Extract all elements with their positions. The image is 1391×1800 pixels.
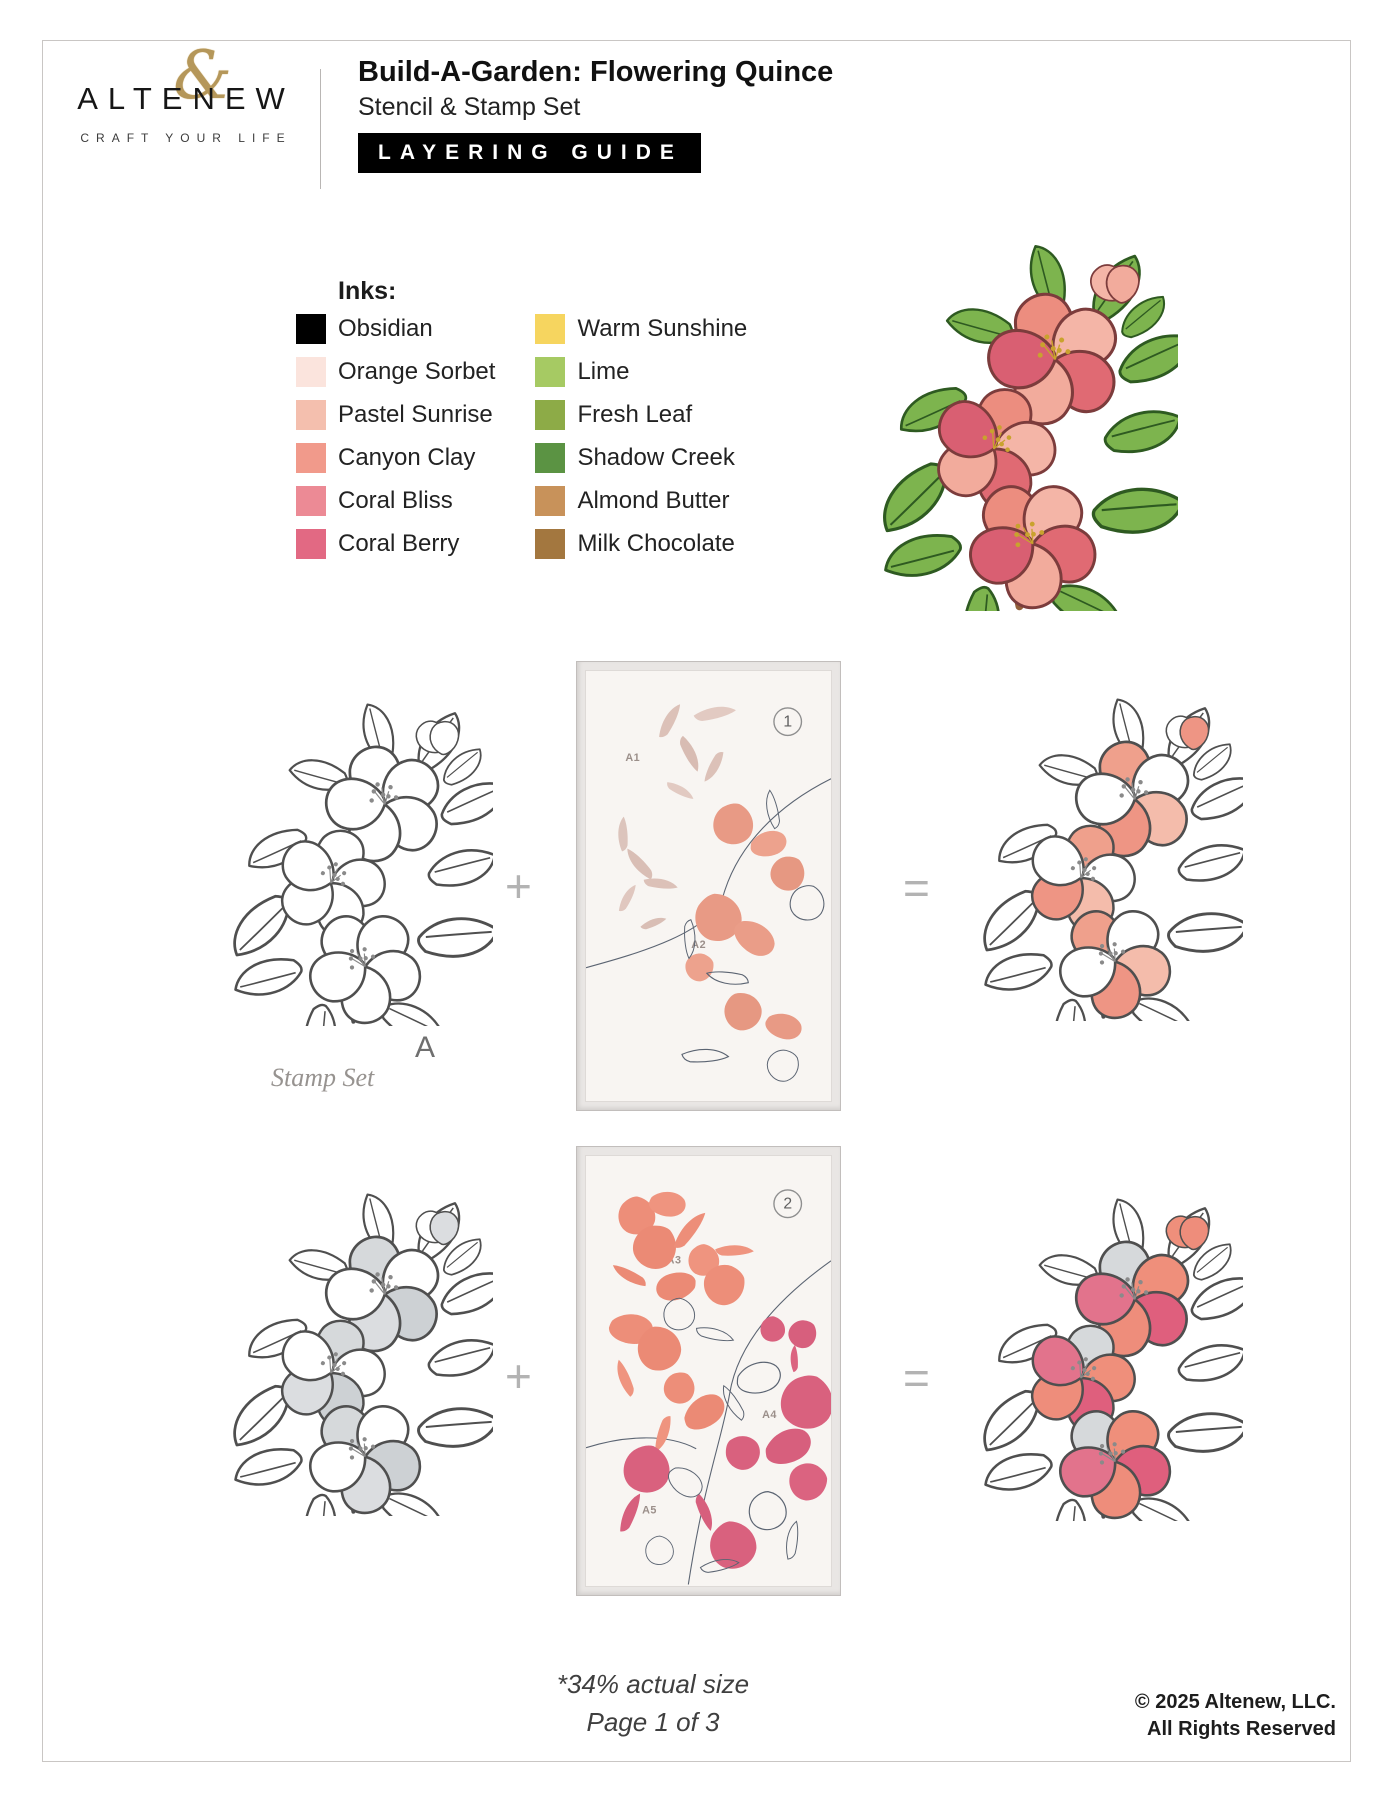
stamp-caption: Stamp Set: [271, 1063, 375, 1092]
inks-legend: Inks: Obsidian Orange Sorbet Pastel Sunr…: [296, 277, 816, 560]
stencil-zone-label-a1: A1: [625, 752, 640, 764]
scale-note: *34% actual size: [556, 1669, 750, 1699]
ink-swatch: [296, 399, 326, 430]
ink-name: Warm Sunshine: [577, 314, 748, 342]
ink-row: Coral Bliss: [296, 484, 495, 517]
plus-icon: +: [505, 860, 532, 912]
stencil-zone-label-a4: A4: [762, 1409, 777, 1421]
stencil-1-number: 1: [783, 714, 792, 731]
footer-notes: *34% actual size Page 1 of 3: [463, 1666, 843, 1741]
ink-row: Milk Chocolate: [535, 527, 747, 560]
header-divider: [320, 69, 321, 189]
ink-name: Coral Bliss: [338, 486, 453, 514]
ink-name: Coral Berry: [338, 529, 460, 557]
ink-swatch: [296, 442, 326, 473]
stencil-1-art: 1 A1 A2: [586, 697, 831, 1088]
step-2-base-illustration: [198, 1181, 493, 1516]
ink-row: Almond Butter: [535, 484, 747, 517]
ink-name: Milk Chocolate: [577, 529, 735, 557]
page-subtitle: Stencil & Stamp Set: [358, 92, 581, 121]
equals-icon: =: [903, 1352, 930, 1404]
inks-column-2: Warm Sunshine Lime Fresh Leaf Shadow Cre…: [535, 312, 747, 560]
plus-icon: +: [505, 1350, 532, 1402]
page-number: Page 1 of 3: [586, 1706, 720, 1737]
ink-swatch: [296, 313, 326, 344]
ink-swatch: [296, 356, 326, 387]
brand-wordmark: & ALTENEW: [77, 43, 295, 117]
copyright: © 2025 Altenew, LLC. All Rights Reserved: [1016, 1689, 1340, 1743]
step-2-result-illustration: [948, 1186, 1243, 1521]
ampersand-logo-icon: &: [173, 37, 242, 114]
stencil-zone-label-a5: A5: [642, 1505, 657, 1517]
ink-row: Warm Sunshine: [535, 312, 747, 345]
colored-flower-illustration: [843, 231, 1178, 611]
ink-name: Orange Sorbet: [338, 357, 496, 385]
stamp-outline-illustration: [198, 691, 493, 1026]
stencil-2-number: 2: [783, 1196, 792, 1213]
ink-swatch: [535, 442, 566, 473]
ink-name: Almond Butter: [577, 486, 730, 514]
ink-swatch: [535, 399, 566, 430]
ink-row: Lime: [535, 355, 747, 388]
ink-row: Canyon Clay: [296, 441, 495, 474]
document-page: & ALTENEW CRAFT YOUR LIFE Build-A-Garden…: [42, 40, 1351, 1762]
equals-icon: =: [903, 862, 930, 914]
stencil-panel-2: 2 A3 A4 A5: [576, 1146, 841, 1596]
brand-logo: & ALTENEW CRAFT YOUR LIFE: [71, 43, 301, 146]
ink-row: Pastel Sunrise: [296, 398, 495, 431]
ink-name: Pastel Sunrise: [338, 400, 493, 428]
ink-swatch: [535, 313, 566, 344]
ink-name: Obsidian: [338, 314, 433, 342]
brand-suffix: NEW: [192, 81, 295, 116]
ink-row: Orange Sorbet: [296, 355, 495, 388]
layering-guide-badge: LAYERING GUIDE: [358, 132, 701, 173]
ink-row: Fresh Leaf: [535, 398, 747, 431]
ink-swatch: [535, 528, 566, 559]
stencil-panel-1: 1 A1 A2: [576, 661, 841, 1111]
ink-swatch: [296, 528, 326, 559]
ink-name: Lime: [577, 357, 630, 385]
step-1-result-illustration: [948, 686, 1243, 1021]
page-title: Build-A-Garden: Flowering Quince: [358, 56, 834, 88]
stamp-label: A: [415, 1031, 436, 1064]
copyright-line2: All Rights Reserved: [1147, 1718, 1336, 1740]
ink-name: Fresh Leaf: [577, 400, 693, 428]
copyright-line1: © 2025 Altenew, LLC.: [1134, 1691, 1336, 1713]
ink-name: Canyon Clay: [338, 443, 476, 471]
ink-row: Coral Berry: [296, 527, 495, 560]
ink-name: Shadow Creek: [577, 443, 735, 471]
ink-swatch: [535, 356, 566, 387]
ink-row: Obsidian: [296, 312, 495, 345]
ink-swatch: [296, 485, 326, 516]
brand-prefix: ALTE: [77, 81, 193, 116]
ink-row: Shadow Creek: [535, 441, 747, 474]
inks-column-1: Obsidian Orange Sorbet Pastel Sunrise Ca…: [296, 312, 495, 560]
title-block: Build-A-Garden: Flowering Quince Stencil…: [358, 55, 833, 173]
stencil-2-art: 2 A3 A4 A5: [586, 1189, 831, 1585]
inks-heading: Inks:: [338, 277, 397, 305]
ink-swatch: [535, 485, 566, 516]
brand-tagline: CRAFT YOUR LIFE: [80, 131, 292, 145]
